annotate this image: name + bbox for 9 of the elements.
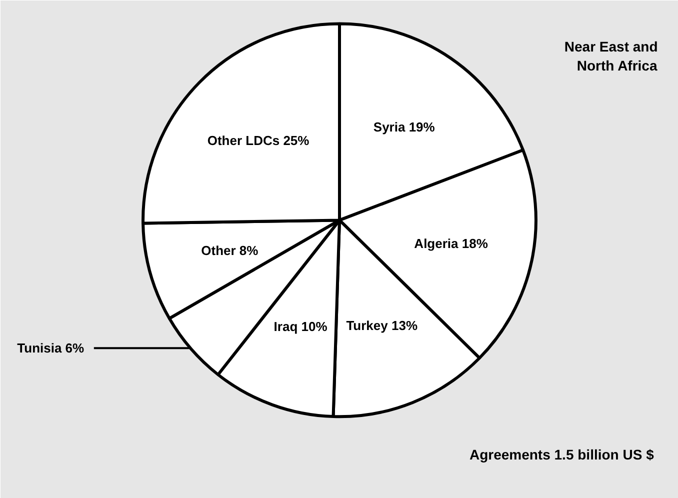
slice-label: Tunisia 6% xyxy=(17,340,85,356)
slice-label: Iraq 10% xyxy=(274,319,328,334)
text: Agreements 1.5 billion US $ xyxy=(469,446,654,463)
text: Near East and North Africa xyxy=(564,38,658,74)
slice-label: Other 8% xyxy=(201,242,259,258)
slice-label: Turkey 13% xyxy=(346,318,418,333)
slice-label: Other LDCs 25% xyxy=(207,133,310,148)
slice-label: Algeria 18% xyxy=(414,236,488,251)
slice-label: Syria 19% xyxy=(373,119,436,134)
